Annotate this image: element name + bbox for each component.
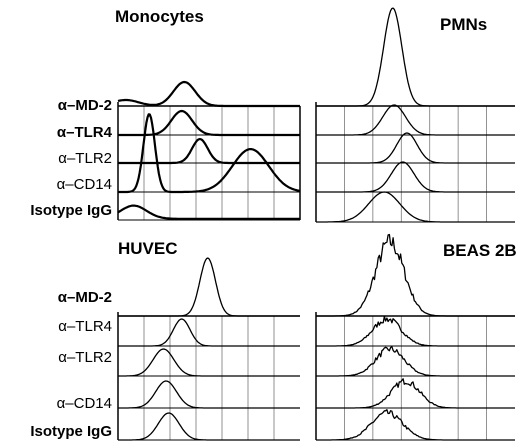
histogram-panel-0 — [117, 80, 301, 221]
row-label-cd14-top: α–CD14 — [57, 176, 112, 193]
panel-title-pmns: PMNs — [440, 15, 487, 34]
row-label-isotype-top: Isotype IgG — [30, 202, 112, 219]
histogram-trace-3 — [316, 161, 515, 193]
histogram-trace-1 — [316, 315, 515, 347]
panel-title-huvec: HUVEC — [118, 239, 178, 258]
histogram-trace-2 — [316, 346, 515, 377]
histogram-trace-2 — [117, 137, 300, 165]
histogram-trace-4 — [316, 191, 515, 223]
row-label-tlr4-bottom: α–TLR4 — [58, 318, 112, 335]
panel-title-beas2b: BEAS 2B — [443, 241, 517, 260]
histogram-trace-3 — [117, 113, 301, 194]
histogram-panel-1 — [315, 7, 515, 223]
histogram-trace-0 — [316, 233, 515, 317]
row-label-md2-bottom: α–MD-2 — [58, 289, 112, 306]
row-label-cd14-bottom: α–CD14 — [57, 395, 112, 412]
histogram-trace-4 — [316, 409, 515, 441]
histogram-trace-1 — [118, 318, 300, 347]
histogram-trace-4 — [118, 412, 300, 441]
row-label-tlr4-top: α–TLR4 — [57, 124, 113, 141]
row-label-isotype-bottom: Isotype IgG — [30, 423, 112, 440]
row-label-tlr2-bottom: α–TLR2 — [58, 349, 112, 366]
histogram-trace-4 — [117, 204, 300, 220]
histogram-trace-0 — [118, 257, 300, 317]
histogram-trace-3 — [118, 380, 300, 409]
histogram-trace-0 — [117, 80, 300, 108]
histogram-trace-3 — [316, 378, 515, 409]
histogram-trace-1 — [316, 104, 515, 136]
histogram-trace-1 — [117, 109, 300, 137]
histogram-panel-2 — [117, 257, 300, 441]
histogram-trace-2 — [316, 132, 515, 164]
panel-title-monocytes: Monocytes — [115, 7, 204, 26]
histogram-trace-0 — [316, 7, 515, 107]
row-label-md2-top: α–MD-2 — [58, 97, 112, 114]
row-label-tlr2-top: α–TLR2 — [58, 150, 112, 167]
histogram-trace-2 — [118, 348, 300, 377]
histogram-panel-3 — [315, 233, 515, 441]
